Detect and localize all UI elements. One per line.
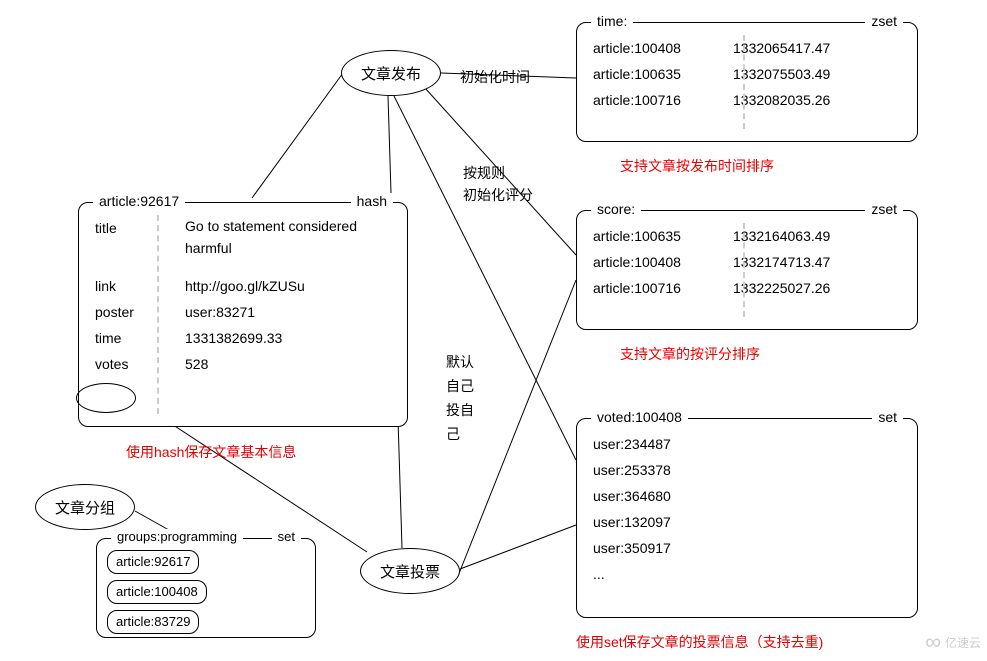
hash-key: title xyxy=(95,215,185,259)
node-publish: 文章发布 xyxy=(341,50,441,96)
node-vote: 文章投票 xyxy=(360,548,460,594)
article-hash-rows: titleGo to statement considered harmfull… xyxy=(79,203,407,389)
hash-value: 1331382699.33 xyxy=(185,325,282,351)
zset-member: article:100716 xyxy=(593,275,733,301)
zset-score: 1332225027.26 xyxy=(733,275,830,301)
hash-value: 528 xyxy=(185,351,208,377)
edge-line xyxy=(460,525,576,569)
set-member-pill: article:83729 xyxy=(107,610,199,634)
zset-member: article:100716 xyxy=(593,87,733,113)
voted-set-box: voted:100408 set user:234487user:253378u… xyxy=(576,418,918,618)
zset-member: article:100408 xyxy=(593,35,733,61)
zset-member: article:100635 xyxy=(593,61,733,87)
score-zset-type: zset xyxy=(865,201,903,217)
article-hash-caption: 使用hash保存文章基本信息 xyxy=(126,442,296,462)
time-zset-divider xyxy=(743,35,745,129)
groups-set-type: set xyxy=(272,529,301,544)
zset-score: 1332065417.47 xyxy=(733,35,830,61)
score-zset-rows: article:1006351332164063.49article:10040… xyxy=(577,211,917,313)
time-zset-caption: 支持文章按发布时间排序 xyxy=(620,156,774,176)
groups-set-rows: article:92617 article:100408 article:83729 xyxy=(97,539,315,645)
groups-set-box: groups:programming set article:92617arti… xyxy=(96,538,316,638)
hash-key: time xyxy=(95,325,185,351)
watermark-text: 亿速云 xyxy=(945,634,981,651)
set-member: user:364680 xyxy=(593,483,901,509)
watermark-logo: ∞ 亿速云 xyxy=(925,629,981,655)
article-hash-type: hash xyxy=(351,193,393,209)
set-member: user:350917 xyxy=(593,535,901,561)
hash-value: user:83271 xyxy=(185,299,255,325)
time-zset-title: time: xyxy=(591,13,633,29)
zset-member: article:100635 xyxy=(593,223,733,249)
hash-key: link xyxy=(95,273,185,299)
hash-key: poster xyxy=(95,299,185,325)
zset-score: 1332164063.49 xyxy=(733,223,830,249)
set-member-pill: article:92617 xyxy=(107,550,199,574)
set-member: ... xyxy=(593,561,901,587)
hash-key: votes xyxy=(95,351,185,377)
voted-set-type: set xyxy=(872,409,903,425)
time-zset-type: zset xyxy=(865,13,903,29)
score-zset-title: score: xyxy=(591,201,641,217)
set-member-pill: article:100408 xyxy=(107,580,207,604)
score-zset-box: score: zset article:1006351332164063.49a… xyxy=(576,210,918,330)
edge-line xyxy=(458,280,576,576)
edge-line xyxy=(394,96,576,460)
voted-set-title: voted:100408 xyxy=(591,409,688,425)
node-vote-label: 文章投票 xyxy=(380,561,440,582)
zset-score: 1332174713.47 xyxy=(733,249,830,275)
score-zset-caption: 支持文章的按评分排序 xyxy=(620,344,760,364)
set-member: user:132097 xyxy=(593,509,901,535)
score-zset-divider xyxy=(743,223,745,317)
infinity-icon: ∞ xyxy=(925,629,941,655)
groups-set-title: groups:programming xyxy=(111,529,243,544)
node-publish-label: 文章发布 xyxy=(361,63,421,84)
label-init-time: 初始化时间 xyxy=(460,67,530,87)
voted-set-caption: 使用set保存文章的投票信息（支持去重) xyxy=(576,632,823,652)
label-self-vote: 默认 自己 投自 己 xyxy=(446,350,474,446)
zset-member: article:100408 xyxy=(593,249,733,275)
article-hash-divider xyxy=(157,215,159,414)
node-group: 文章分组 xyxy=(35,484,135,530)
time-zset-rows: article:1004081332065417.47article:10063… xyxy=(577,23,917,125)
zset-score: 1332075503.49 xyxy=(733,61,830,87)
edge-line xyxy=(252,73,343,198)
zset-score: 1332082035.26 xyxy=(733,87,830,113)
votes-field-highlight xyxy=(76,383,136,413)
voted-set-rows: user:234487user:253378user:364680user:13… xyxy=(577,419,917,599)
set-member: user:253378 xyxy=(593,457,901,483)
set-member: user:234487 xyxy=(593,431,901,457)
hash-value: Go to statement considered harmful xyxy=(185,215,391,259)
label-init-score: 按规则 初始化评分 xyxy=(463,162,533,206)
article-hash-title: article:92617 xyxy=(93,193,185,209)
hash-value: http://goo.gl/kZUSu xyxy=(185,273,305,299)
time-zset-box: time: zset article:1004081332065417.47ar… xyxy=(576,22,918,142)
node-group-label: 文章分组 xyxy=(55,497,115,518)
